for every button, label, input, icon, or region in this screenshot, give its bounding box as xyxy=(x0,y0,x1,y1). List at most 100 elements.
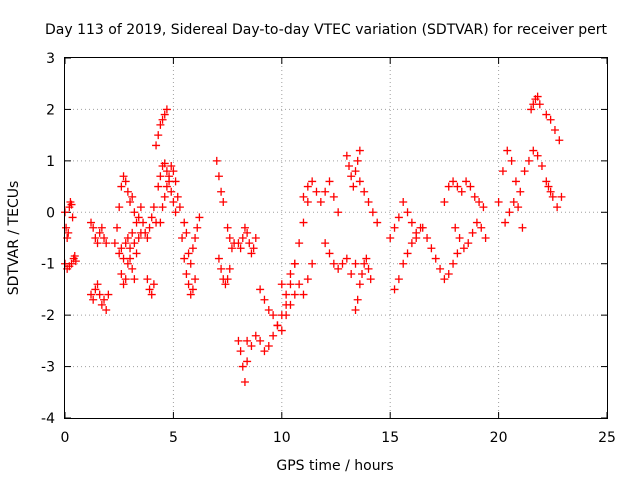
series-seg-q xyxy=(223,223,239,253)
data-point xyxy=(136,203,145,212)
data-point xyxy=(494,198,503,206)
data-point xyxy=(334,208,343,217)
data-point xyxy=(468,228,477,237)
data-point xyxy=(128,264,137,273)
series-seg-a xyxy=(61,198,77,242)
data-point xyxy=(158,115,167,124)
data-point xyxy=(234,239,243,248)
data-point xyxy=(423,234,432,242)
data-point xyxy=(355,146,364,155)
data-point xyxy=(503,146,512,155)
data-point xyxy=(160,110,169,119)
data-point xyxy=(277,326,286,335)
data-point xyxy=(186,259,195,268)
data-point xyxy=(282,290,291,299)
data-point xyxy=(299,218,308,227)
series-seg-b xyxy=(61,252,80,273)
data-point xyxy=(128,228,137,237)
data-point xyxy=(264,342,273,350)
data-point xyxy=(89,223,98,232)
data-point xyxy=(249,244,258,253)
data-point xyxy=(223,223,232,232)
data-point xyxy=(93,239,102,248)
data-point xyxy=(351,259,360,268)
data-point xyxy=(364,264,373,273)
data-point xyxy=(149,280,158,289)
data-point xyxy=(345,162,354,170)
data-point xyxy=(358,270,367,278)
data-point xyxy=(87,218,96,227)
data-point xyxy=(273,321,282,330)
series-seg-o xyxy=(212,156,228,206)
data-point xyxy=(243,336,252,345)
data-point xyxy=(169,167,178,176)
data-point xyxy=(240,378,249,386)
data-point xyxy=(156,120,165,129)
data-point xyxy=(95,290,104,299)
data-point xyxy=(95,228,104,237)
data-point xyxy=(399,259,408,268)
data-point xyxy=(102,306,111,314)
data-point xyxy=(459,244,468,253)
data-point xyxy=(188,244,197,253)
data-point xyxy=(134,234,143,242)
y-tick-label: 3 xyxy=(46,51,55,67)
data-point xyxy=(182,270,191,278)
data-point xyxy=(186,290,195,299)
data-point xyxy=(167,187,176,196)
data-point xyxy=(355,280,364,289)
data-point xyxy=(451,223,460,232)
data-point xyxy=(158,203,167,212)
series-seg-c xyxy=(87,218,111,248)
data-point xyxy=(225,264,234,273)
data-point xyxy=(141,228,150,237)
series-seg-p xyxy=(214,254,234,289)
data-point xyxy=(511,177,520,186)
data-point xyxy=(149,203,158,212)
data-point xyxy=(191,275,200,284)
data-point xyxy=(321,239,330,248)
data-point xyxy=(533,92,542,101)
data-point xyxy=(123,259,132,268)
data-point xyxy=(126,254,135,263)
data-point xyxy=(455,234,464,242)
chart-title: Day 113 of 2019, Sidereal Day-to-day VTE… xyxy=(45,22,607,38)
x-tick-label: 10 xyxy=(273,430,291,446)
series-seg-z xyxy=(351,254,375,314)
data-point xyxy=(533,151,542,160)
data-point xyxy=(123,187,132,196)
data-point xyxy=(431,254,440,263)
data-point xyxy=(403,249,412,258)
data-point xyxy=(303,275,312,284)
data-point xyxy=(67,259,76,268)
series-seg-s xyxy=(234,336,252,386)
data-point xyxy=(299,290,308,299)
series-seg-ae xyxy=(440,177,488,212)
data-point xyxy=(100,234,109,242)
data-point xyxy=(238,234,247,242)
data-point xyxy=(334,264,343,273)
data-point xyxy=(466,182,475,191)
data-point xyxy=(91,285,100,294)
data-point xyxy=(134,213,143,222)
data-point xyxy=(440,198,449,206)
data-point xyxy=(403,208,412,217)
data-point xyxy=(167,162,176,170)
data-point xyxy=(394,213,403,222)
data-point xyxy=(71,257,80,266)
data-point xyxy=(462,177,471,186)
data-point xyxy=(364,198,373,206)
series-seg-r xyxy=(234,223,260,258)
series-seg-v xyxy=(277,259,317,299)
data-point xyxy=(373,218,382,227)
x-axis-title: GPS time / hours xyxy=(276,458,393,474)
data-point xyxy=(546,115,555,124)
data-point xyxy=(360,187,369,196)
data-point xyxy=(368,208,377,217)
data-point xyxy=(444,182,453,191)
data-point xyxy=(227,244,236,253)
data-point xyxy=(160,192,169,201)
data-point xyxy=(269,311,278,320)
y-tick-label: 1 xyxy=(46,154,55,170)
x-tick-label: 5 xyxy=(169,430,178,446)
